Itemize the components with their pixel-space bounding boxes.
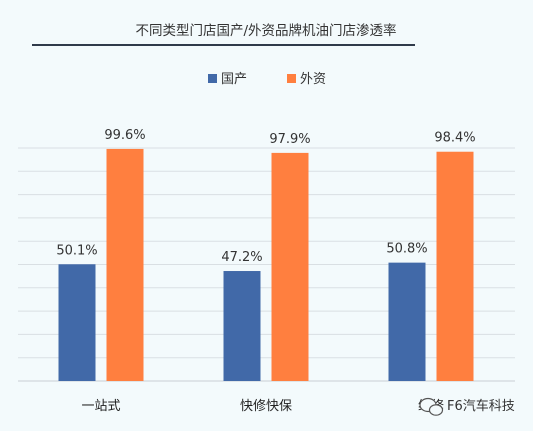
bar-foreign-1 bbox=[106, 148, 144, 381]
bar-domestic-1 bbox=[58, 264, 96, 381]
grid bbox=[18, 147, 515, 382]
bars bbox=[58, 148, 474, 381]
data-label-domestic-1: 50.1% bbox=[56, 243, 97, 258]
bar-domestic-2 bbox=[223, 271, 261, 381]
chart-title: 不同类型门店国产/外资品牌机油门店渗透率 bbox=[135, 22, 396, 39]
legend-swatch-domestic bbox=[208, 74, 217, 83]
bar-foreign-3 bbox=[436, 151, 474, 381]
bar-foreign-2 bbox=[271, 152, 309, 381]
watermark: F6汽车科技 bbox=[419, 397, 515, 416]
bar-domestic-3 bbox=[388, 262, 426, 381]
data-label-domestic-2: 47.2% bbox=[221, 250, 262, 265]
data-label-foreign-1: 99.6% bbox=[104, 128, 145, 143]
data-label-foreign-2: 97.9% bbox=[269, 132, 310, 147]
data-label-domestic-3: 50.8% bbox=[386, 242, 427, 257]
legend: 国产 外资 bbox=[208, 72, 326, 87]
wechat-icon bbox=[419, 397, 444, 416]
data-label-foreign-3: 98.4% bbox=[434, 131, 475, 146]
category-label-1: 一站式 bbox=[81, 399, 120, 414]
category-axis: 一站式快修快保综修 bbox=[81, 399, 444, 414]
legend-label-foreign: 外资 bbox=[300, 72, 326, 87]
legend-label-domestic: 国产 bbox=[221, 72, 247, 87]
legend-swatch-foreign bbox=[287, 74, 296, 83]
category-label-2: 快修快保 bbox=[240, 399, 292, 414]
data-labels: 50.1% 99.6% 47.2% 97.9% 50.8% 98.4% bbox=[56, 128, 475, 265]
watermark-text: F6汽车科技 bbox=[447, 398, 515, 414]
